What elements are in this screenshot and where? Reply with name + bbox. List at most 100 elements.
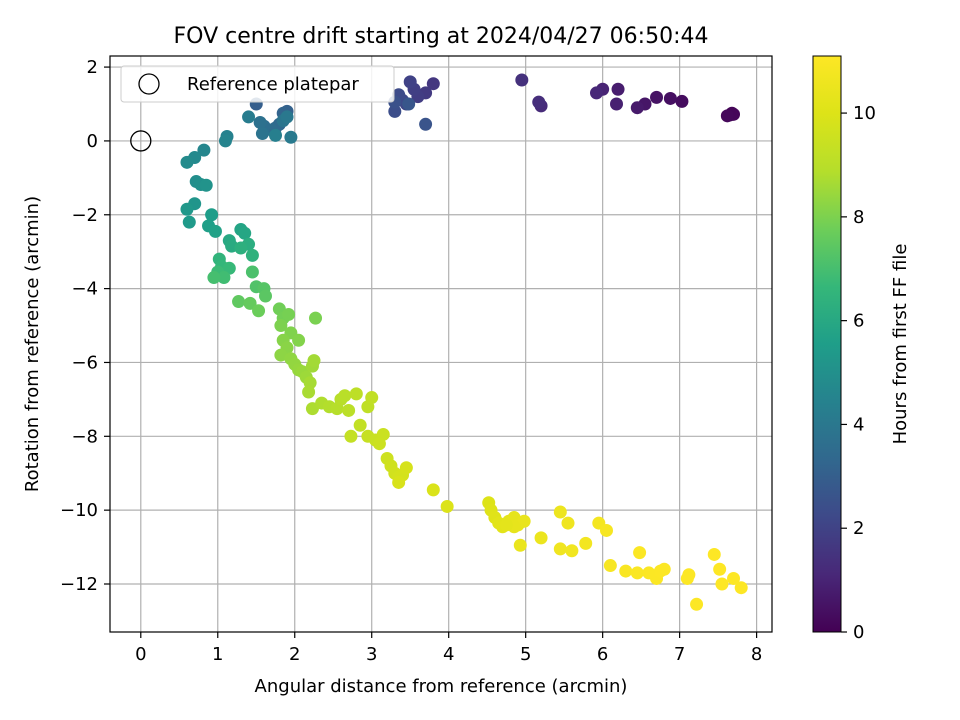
data-point [515, 73, 529, 87]
data-point [344, 429, 358, 443]
data-point [603, 559, 617, 573]
y-tick-label: −10 [60, 500, 98, 521]
data-point [403, 75, 417, 89]
data-point [199, 178, 213, 192]
plot-frame [109, 55, 773, 633]
y-tick-label: −2 [71, 205, 98, 226]
data-point [663, 91, 677, 105]
data-point [207, 271, 221, 285]
x-tick-label: 8 [751, 644, 762, 665]
y-tick-label: 0 [87, 131, 98, 152]
legend: Reference platepar [120, 65, 395, 103]
data-point [269, 128, 282, 142]
data-point [715, 577, 729, 591]
data-point [565, 544, 579, 558]
data-point [307, 354, 321, 368]
data-point [253, 115, 267, 129]
data-point [532, 95, 546, 109]
data-point [255, 127, 269, 141]
data-point [208, 224, 222, 238]
chart-title: FOV centre drift starting at 2024/04/27 … [174, 24, 709, 49]
x-tick-label: 4 [443, 644, 454, 665]
colorbar-tick-label: 10 [853, 103, 876, 124]
colorbar [812, 55, 842, 633]
legend-marker [138, 73, 160, 95]
x-tick-label: 2 [289, 644, 300, 665]
data-point [217, 271, 231, 285]
x-tick-label: 5 [520, 644, 531, 665]
data-point [579, 536, 593, 550]
data-point [402, 97, 416, 111]
colorbar-tick-label: 0 [853, 622, 864, 643]
x-axis-label: Angular distance from reference (arcmin) [255, 676, 628, 697]
data-point [258, 289, 272, 303]
data-point [342, 403, 356, 417]
data-point [234, 241, 248, 255]
data-point [680, 571, 694, 585]
data-point [589, 86, 603, 100]
data-point [553, 542, 567, 556]
data-point [426, 77, 440, 91]
data-point [419, 117, 433, 131]
y-tick-label: −8 [71, 426, 98, 447]
data-point [426, 483, 440, 497]
data-point [274, 348, 288, 362]
data-point [372, 437, 386, 451]
grid-lines [110, 56, 772, 632]
data-point [284, 130, 298, 144]
data-point [734, 581, 748, 595]
y-tick-label: 2 [87, 57, 98, 78]
legend-entry: Reference platepar [187, 74, 359, 95]
data-point [243, 296, 257, 310]
data-point [611, 82, 625, 96]
data-point [245, 265, 259, 279]
data-point [182, 215, 196, 229]
y-tick-label: −6 [71, 352, 98, 373]
data-point [353, 418, 367, 432]
data-point [242, 110, 256, 124]
data-point [388, 104, 402, 118]
data-point [675, 94, 689, 108]
data-point [610, 97, 624, 111]
data-point [274, 319, 288, 333]
data-point [302, 385, 316, 399]
data-point [392, 475, 406, 489]
data-point [630, 566, 644, 580]
data-point [727, 571, 741, 585]
colorbar-ticks: 0 2 4 6 8 10 [841, 103, 876, 643]
x-tick-label: 3 [366, 644, 377, 665]
data-point [218, 134, 232, 148]
data-point [499, 518, 513, 532]
legend-box [120, 65, 395, 103]
data-point [534, 531, 548, 545]
data-point [650, 90, 664, 104]
data-point [282, 307, 296, 321]
data-point [197, 143, 211, 157]
x-axis-ticks: 0 1 2 3 4 5 6 7 8 [135, 632, 762, 665]
data-point [713, 562, 727, 576]
x-tick-label: 6 [597, 644, 608, 665]
data-point [245, 248, 259, 262]
reference-marker [130, 130, 152, 152]
colorbar-tick-label: 2 [853, 518, 864, 539]
data-point [440, 499, 454, 513]
data-point [513, 538, 527, 552]
data-point [280, 110, 294, 124]
data-point [690, 597, 704, 611]
data-point [232, 295, 246, 309]
y-axis-label: Rotation from reference (arcmin) [22, 196, 43, 492]
y-axis-ticks: −12 −10 −8 −6 −4 −2 0 2 [60, 57, 110, 595]
data-point [365, 391, 379, 405]
data-point [309, 311, 323, 325]
data-point [642, 566, 656, 580]
data-point [399, 461, 413, 475]
data-point [517, 514, 531, 528]
data-point [553, 505, 567, 519]
data-point [180, 155, 194, 169]
y-tick-label: −4 [71, 279, 98, 300]
data-point [349, 387, 363, 401]
data-point [338, 389, 352, 403]
colorbar-tick-label: 8 [853, 207, 864, 228]
colorbar-label: Hours from first FF file [890, 244, 911, 445]
x-tick-label: 0 [135, 644, 146, 665]
